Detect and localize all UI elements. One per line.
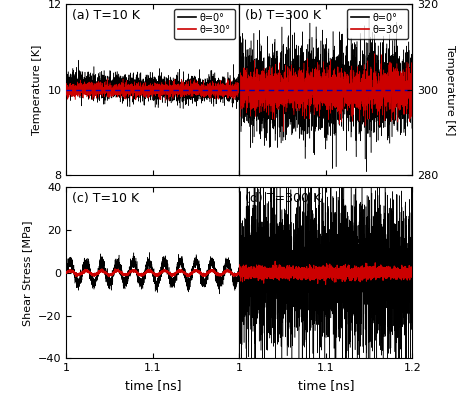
Y-axis label: Temperature [K]: Temperature [K] <box>445 44 455 135</box>
Legend: θ=0°, θ=30°: θ=0°, θ=30° <box>347 9 408 39</box>
Text: (a) T=10 K: (a) T=10 K <box>72 9 139 22</box>
Y-axis label: Shear Stress [MPa]: Shear Stress [MPa] <box>22 220 32 325</box>
Y-axis label: Temperature [K]: Temperature [K] <box>32 44 42 135</box>
Legend: θ=0°, θ=30°: θ=0°, θ=30° <box>174 9 235 39</box>
Text: (c) T=10 K: (c) T=10 K <box>72 192 139 206</box>
Text: (d) T=300 K: (d) T=300 K <box>245 192 321 206</box>
X-axis label: time [ns]: time [ns] <box>125 379 181 392</box>
Text: (b) T=300 K: (b) T=300 K <box>245 9 320 22</box>
X-axis label: time [ns]: time [ns] <box>298 379 354 392</box>
